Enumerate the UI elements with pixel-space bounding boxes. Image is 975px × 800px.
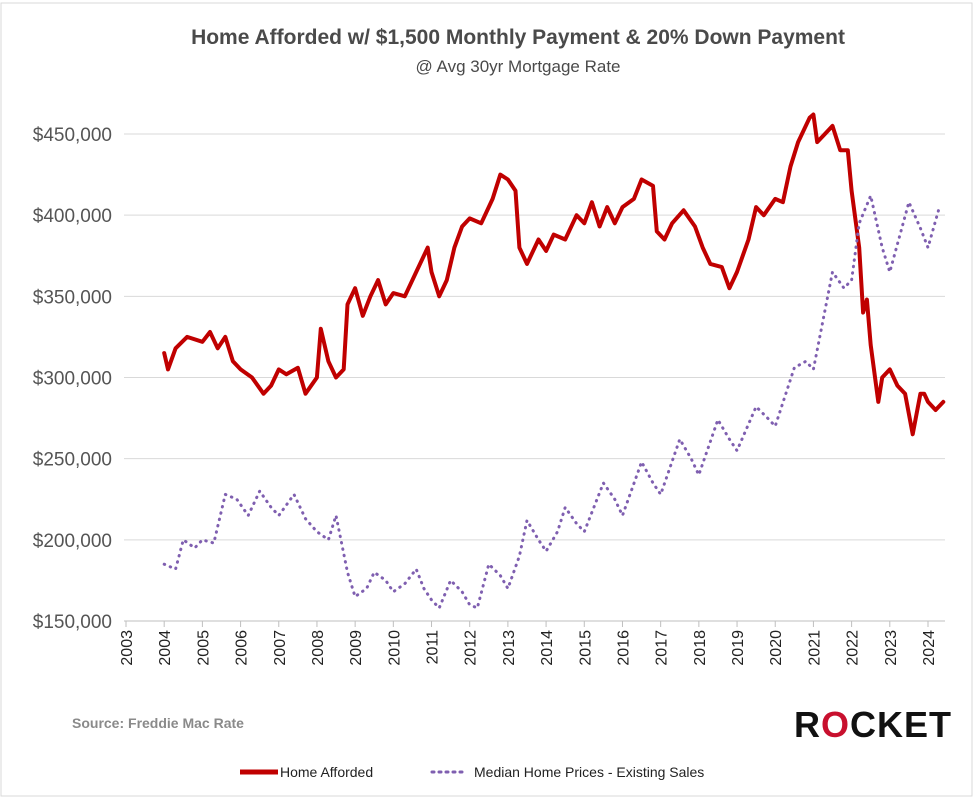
x-tick-label: 2014 xyxy=(539,630,556,666)
x-tick-label: 2012 xyxy=(463,630,480,666)
x-tick-label: 2004 xyxy=(157,630,174,666)
legend: Home Afforded Median Home Prices - Exist… xyxy=(240,764,704,780)
x-tick-label: 2021 xyxy=(806,630,823,666)
x-tick-label: 2016 xyxy=(615,630,632,666)
legend-label-median-prices: Median Home Prices - Existing Sales xyxy=(474,764,704,780)
y-tick-label: $350,000 xyxy=(33,287,112,308)
y-tick-label: $450,000 xyxy=(33,125,112,146)
x-tick-label: 2010 xyxy=(386,630,403,666)
x-tick-label: 2013 xyxy=(501,630,518,666)
x-tick-label: 2022 xyxy=(845,630,862,666)
source-note: Source: Freddie Mac Rate xyxy=(72,715,244,731)
x-tick-label: 2003 xyxy=(119,630,136,666)
y-tick-label: $300,000 xyxy=(33,369,112,390)
y-tick-label: $200,000 xyxy=(33,531,112,552)
x-tick-label: 2009 xyxy=(348,630,365,666)
chart-title: Home Afforded w/ $1,500 Monthly Payment … xyxy=(191,26,845,49)
x-tick-label: 2023 xyxy=(883,630,900,666)
x-tick-label: 2006 xyxy=(234,630,251,666)
series-line-median-home-prices xyxy=(162,194,941,610)
y-tick-label: $150,000 xyxy=(33,612,112,633)
rocket-logo: ROCKET xyxy=(794,704,952,745)
x-tick-label: 2020 xyxy=(768,630,785,666)
x-tick-label: 2011 xyxy=(425,630,442,665)
x-tick-label: 2005 xyxy=(195,630,212,666)
legend-label-home-afforded: Home Afforded xyxy=(280,764,373,780)
chart-subtitle: @ Avg 30yr Mortgage Rate xyxy=(416,57,621,76)
x-tick-label: 2019 xyxy=(730,630,747,666)
x-tick-label: 2008 xyxy=(310,630,327,666)
x-tick-label: 2015 xyxy=(577,630,594,666)
series-line-home-afforded xyxy=(162,112,946,437)
x-tick-label: 2024 xyxy=(921,630,938,666)
x-tick-label: 2017 xyxy=(654,630,671,666)
y-tick-label: $250,000 xyxy=(33,450,112,471)
x-tick-label: 2007 xyxy=(272,630,289,666)
y-tick-label: $400,000 xyxy=(33,206,112,227)
x-tick-label: 2018 xyxy=(692,630,709,666)
